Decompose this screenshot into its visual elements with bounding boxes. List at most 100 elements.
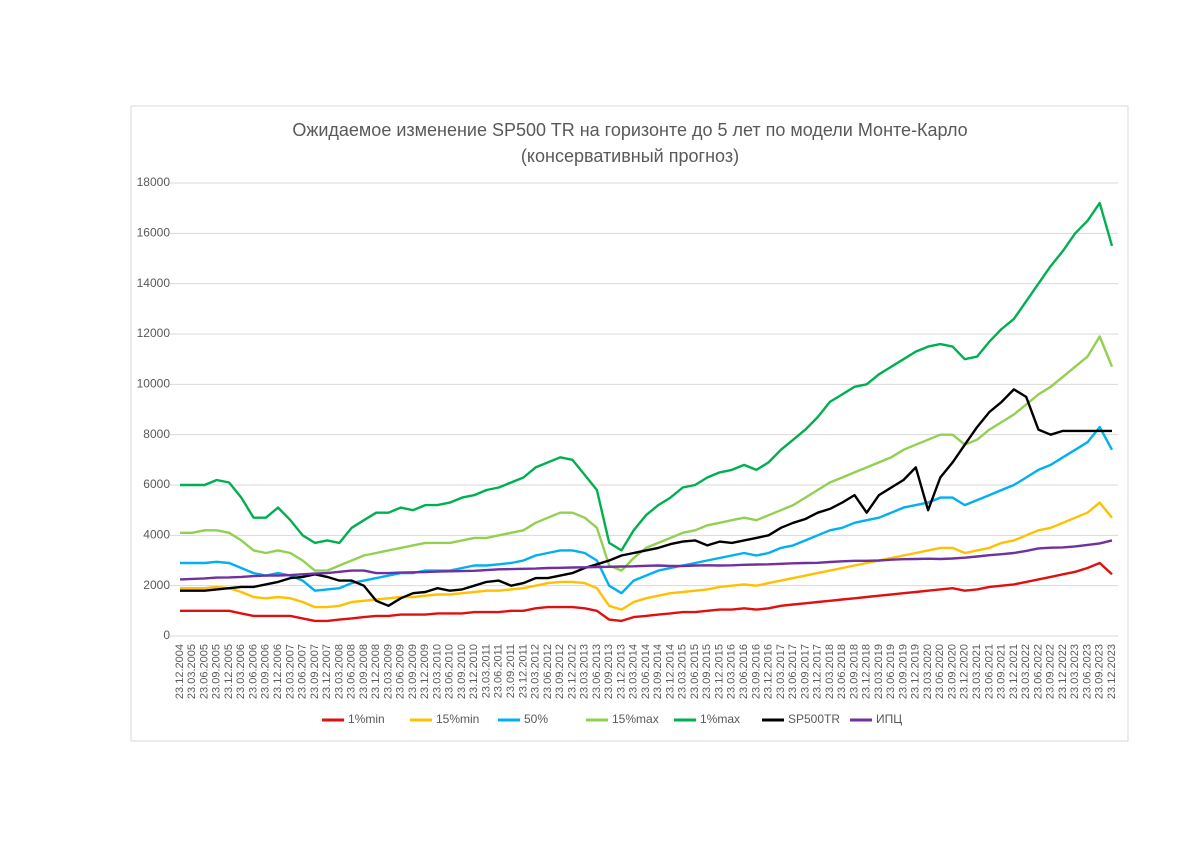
y-tick-label: 18000 [137, 175, 171, 189]
x-tick-label: 23.03.2006 [235, 644, 247, 699]
x-tick-label: 23.09.2012 [554, 644, 566, 699]
legend-label: 1%max [700, 712, 740, 726]
x-tick-label: 23.12.2011 [517, 644, 529, 698]
legend-label: 1%min [348, 712, 385, 726]
x-tick-label: 23.03.2020 [922, 644, 934, 699]
y-tick-label: 10000 [137, 377, 171, 391]
x-tick-label: 23.12.2019 [910, 644, 922, 699]
x-tick-label: 23.09.2008 [358, 644, 370, 699]
legend-label: 15%min [436, 712, 479, 726]
y-tick-label: 12000 [137, 326, 171, 340]
x-tick-label: 23.09.2011 [505, 644, 517, 698]
x-tick-label: 23.12.2016 [763, 644, 775, 699]
x-tick-label: 23.06.2016 [738, 644, 750, 699]
chart-title: Ожидаемое изменение SP500 TR на горизонт… [292, 120, 967, 140]
y-tick-label: 16000 [137, 226, 171, 240]
x-tick-label: 23.09.2022 [1045, 644, 1057, 699]
x-tick-label: 23.06.2010 [444, 644, 456, 699]
x-tick-label: 23.12.2005 [223, 644, 235, 699]
x-tick-label: 23.06.2005 [198, 644, 210, 699]
series-line [180, 561, 1113, 623]
x-tick-label: 23.12.2006 [272, 644, 284, 699]
x-tick-label: 23.06.2020 [934, 644, 946, 699]
x-tick-label: 23.12.2013 [615, 644, 627, 699]
x-tick-label: 23.12.2008 [370, 644, 382, 699]
x-tick-label: 23.03.2023 [1069, 644, 1081, 699]
series-line [180, 201, 1114, 552]
x-tick-label: 23.03.2011 [480, 644, 492, 698]
x-tick-label: 23.03.2007 [284, 644, 296, 699]
x-tick-label: 23.09.2019 [897, 644, 909, 699]
x-tick-label: 23.09.2023 [1094, 644, 1106, 699]
x-tick-label: 23.06.2006 [247, 644, 259, 699]
x-tick-label: 23.06.2019 [885, 644, 897, 699]
y-tick-label: 0 [163, 628, 170, 642]
series-line [180, 388, 1112, 607]
legend-label: ИПЦ [876, 712, 902, 726]
x-tick-label: 23.12.2010 [468, 644, 480, 699]
x-tick-label: 23.09.2010 [456, 644, 468, 699]
chart-subtitle: (консервативный прогноз) [521, 146, 739, 166]
x-tick-label: 23.12.2014 [664, 644, 676, 699]
series-line [180, 335, 1114, 572]
x-tick-label: 23.09.2021 [996, 644, 1008, 699]
x-tick-label: 23.06.2011 [493, 644, 505, 698]
legend-label: SP500TR [788, 712, 840, 726]
x-tick-label: 23.09.2018 [848, 644, 860, 699]
x-tick-label: 23.06.2023 [1081, 644, 1093, 699]
x-tick-label: 23.12.2018 [861, 644, 873, 699]
x-tick-label: 23.09.2007 [309, 644, 321, 699]
x-tick-label: 23.09.2016 [750, 644, 762, 699]
x-tick-label: 23.09.2020 [946, 644, 958, 699]
y-tick-label: 4000 [143, 528, 170, 542]
series-line [180, 501, 1113, 611]
legend-label: 15%max [612, 712, 659, 726]
x-tick-label: 23.06.2022 [1032, 644, 1044, 699]
x-tick-label: 23.09.2006 [260, 644, 272, 699]
x-tick-label: 23.06.2015 [689, 644, 701, 699]
x-tick-label: 23.09.2009 [407, 644, 419, 699]
x-tick-label: 23.03.2009 [382, 644, 394, 699]
series-line [179, 539, 1113, 581]
x-tick-label: 23.09.2005 [211, 644, 223, 699]
y-tick-label: 14000 [137, 276, 171, 290]
x-tick-label: 23.06.2008 [346, 644, 358, 699]
x-tick-label: 23.09.2013 [603, 644, 615, 699]
y-tick-label: 6000 [143, 477, 170, 491]
x-tick-label: 23.03.2018 [824, 644, 836, 699]
x-tick-label: 23.12.2020 [959, 644, 971, 699]
x-tick-label: 23.03.2019 [873, 644, 885, 699]
x-tick-label: 23.03.2016 [726, 644, 738, 699]
x-tick-label: 23.03.2017 [775, 644, 787, 699]
x-tick-label: 23.03.2005 [186, 644, 198, 699]
x-tick-label: 23.06.2021 [983, 644, 995, 699]
x-tick-label: 23.06.2007 [297, 644, 309, 699]
x-tick-label: 23.12.2017 [812, 644, 824, 699]
x-tick-label: 23.03.2015 [677, 644, 689, 699]
chart-frame [130, 105, 1129, 742]
y-tick-label: 8000 [143, 427, 170, 441]
x-tick-label: 23.03.2010 [431, 644, 443, 699]
x-tick-label: 23.12.2023 [1106, 644, 1118, 699]
x-tick-label: 23.12.2007 [321, 644, 333, 699]
x-tick-label: 23.03.2008 [333, 644, 345, 699]
x-tick-label: 23.06.2017 [787, 644, 799, 699]
x-tick-label: 23.03.2013 [579, 644, 591, 699]
x-tick-label: 23.06.2014 [640, 644, 652, 699]
x-tick-label: 23.09.2017 [799, 644, 811, 699]
x-tick-label: 23.12.2022 [1057, 644, 1069, 699]
y-tick-label: 2000 [143, 578, 170, 592]
x-tick-label: 23.12.2021 [1008, 644, 1020, 699]
x-tick-label: 23.12.2004 [174, 644, 186, 699]
x-tick-label: 23.03.2012 [530, 644, 542, 699]
x-tick-label: 23.06.2009 [395, 644, 407, 699]
x-tick-label: 23.12.2009 [419, 644, 431, 699]
x-tick-label: 23.03.2021 [971, 644, 983, 699]
x-tick-label: 23.12.2015 [713, 644, 725, 699]
x-tick-label: 23.03.2022 [1020, 644, 1032, 699]
x-tick-label: 23.03.2014 [628, 644, 640, 699]
legend-label: 50% [524, 712, 548, 726]
series-line [180, 425, 1114, 595]
x-tick-label: 23.06.2012 [542, 644, 554, 699]
